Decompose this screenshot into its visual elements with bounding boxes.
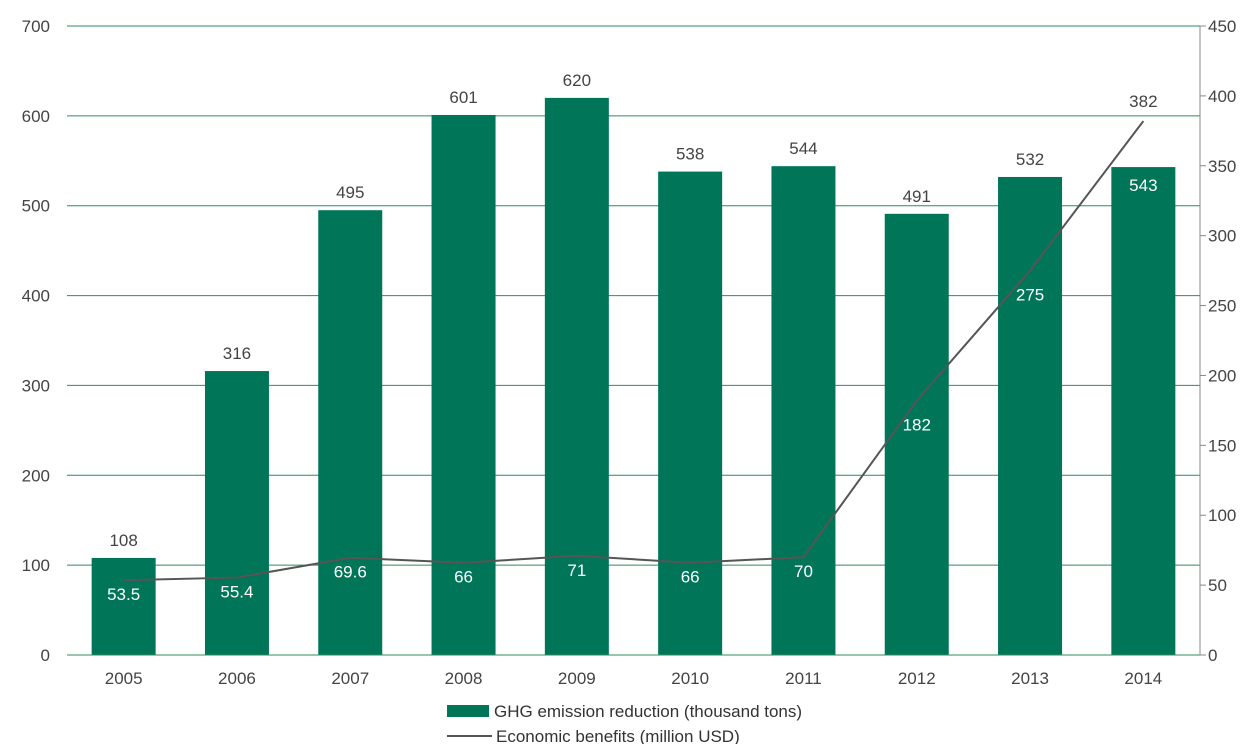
line-value-label-2010: 66 (681, 568, 700, 587)
bar-2008 (431, 114, 496, 656)
right-tick-100: 100 (1208, 506, 1236, 525)
x-tick-2010: 2010 (671, 669, 709, 688)
bar-value-label-2013: 532 (1016, 150, 1044, 169)
left-axis-ticks: 0 100 200 300 400 500 600 700 (22, 17, 50, 665)
left-tick-200: 200 (22, 466, 50, 485)
axes (67, 26, 1201, 656)
right-axis-ticks: 0 50 100 150 200 250 300 350 400 450 (1200, 17, 1236, 665)
legend-line-label: Economic benefits (million USD) (496, 727, 740, 744)
bar-2007 (318, 210, 383, 655)
left-tick-300: 300 (22, 376, 50, 395)
x-tick-2011: 2011 (785, 669, 822, 688)
x-tick-2012: 2012 (898, 669, 936, 688)
bar-2014 (1111, 167, 1176, 655)
line-value-label-2014: 382 (1129, 92, 1157, 111)
x-tick-2014: 2014 (1124, 669, 1162, 688)
bar-value-label-2007: 495 (336, 183, 364, 202)
right-tick-50: 50 (1208, 576, 1227, 595)
left-tick-400: 400 (22, 287, 50, 306)
x-tick-2008: 2008 (445, 669, 483, 688)
line-value-label-2007: 69.6 (334, 563, 367, 582)
bar-value-label-2010: 538 (676, 145, 704, 164)
left-tick-0: 0 (41, 646, 50, 665)
left-tick-500: 500 (22, 197, 50, 216)
line-value-label-2012: 182 (903, 416, 931, 435)
x-tick-2013: 2013 (1011, 669, 1049, 688)
bar-2012 (884, 213, 949, 655)
bar-value-label-2005: 108 (109, 531, 137, 550)
left-tick-700: 700 (22, 17, 50, 36)
right-tick-0: 0 (1208, 646, 1217, 665)
right-tick-450: 450 (1208, 17, 1236, 36)
bar-2009 (544, 97, 609, 655)
line-value-label-2006: 55.4 (220, 583, 253, 602)
right-tick-350: 350 (1208, 157, 1236, 176)
line-value-labels: 53.5 55.4 69.6 66 71 66 70 182 275 382 (107, 92, 1157, 604)
bar-2010 (658, 171, 723, 655)
x-tick-2006: 2006 (218, 669, 256, 688)
line-value-label-2005: 53.5 (107, 585, 140, 604)
bar-value-label-2008: 601 (449, 88, 477, 107)
bar-value-label-2012: 491 (903, 187, 931, 206)
line-value-label-2009: 71 (567, 561, 586, 580)
right-tick-400: 400 (1208, 87, 1236, 106)
legend-bar-swatch (447, 705, 489, 717)
x-axis-ticks: 2005 2006 2007 2008 2009 2010 2011 2012 2013 2014 (105, 669, 1163, 688)
legend: GHG emission reduction (thousand tons) E… (447, 702, 802, 744)
x-tick-2009: 2009 (558, 669, 596, 688)
bar-value-label-2014: 543 (1129, 176, 1157, 195)
line-series (123, 120, 1145, 582)
x-tick-2005: 2005 (105, 669, 143, 688)
bar-2006 (204, 371, 269, 655)
line-value-label-2011: 70 (794, 562, 813, 581)
line-value-label-2008: 66 (454, 568, 473, 587)
right-tick-200: 200 (1208, 366, 1236, 385)
left-tick-100: 100 (22, 556, 50, 575)
bar-value-labels: 108 316 495 601 620 538 544 491 532 543 (109, 71, 1157, 550)
right-tick-300: 300 (1208, 227, 1236, 246)
right-tick-150: 150 (1208, 436, 1236, 455)
bar-2011 (771, 166, 836, 656)
bar-value-label-2006: 316 (223, 344, 251, 363)
right-tick-250: 250 (1208, 297, 1236, 316)
economic-benefits-line (123, 120, 1145, 582)
x-tick-2007: 2007 (331, 669, 369, 688)
bar-2013 (998, 176, 1063, 655)
bar-value-label-2011: 544 (789, 139, 817, 158)
bar-value-label-2009: 620 (563, 71, 591, 90)
bar-series (91, 97, 1176, 656)
left-tick-600: 600 (22, 107, 50, 126)
bar-2005 (91, 557, 156, 655)
line-value-label-2013: 275 (1016, 286, 1044, 305)
legend-bar-label: GHG emission reduction (thousand tons) (494, 702, 802, 721)
